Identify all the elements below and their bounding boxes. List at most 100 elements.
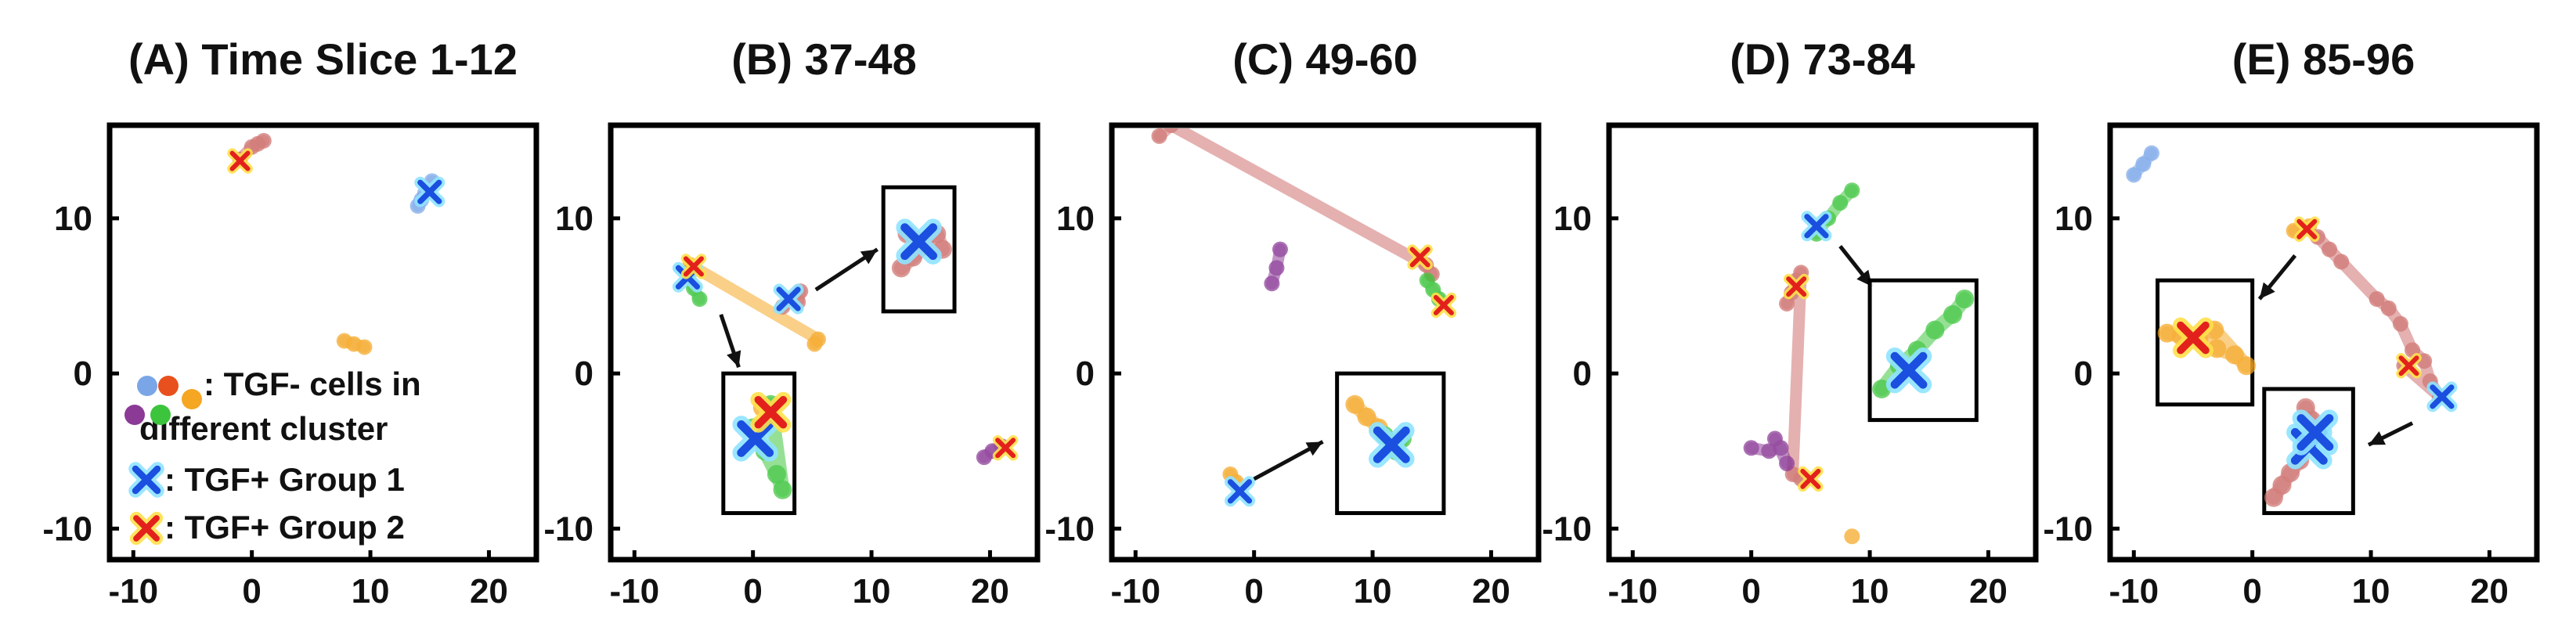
cluster-green-point-2 [691,291,708,307]
x-tick-label: 0 [2242,572,2261,611]
y-tick-label: 0 [74,355,92,393]
cluster-purple-point-2 [1272,241,1288,258]
cluster-red [1151,128,1440,283]
group2-marker [680,254,707,279]
y-tick-label: -10 [1044,510,1095,548]
cluster-purple-point-0 [1743,440,1759,456]
cluster-orange-point-2 [356,339,373,355]
plot-frame [2107,122,2540,563]
inset-cluster-green-point-5 [1955,290,1975,308]
legend-group1-icon-core [132,465,161,495]
group2-marker [992,435,1019,461]
cluster-green-point-3 [1844,182,1860,199]
legend-group1-icon [128,462,164,498]
cluster-red-point-3 [2369,291,2385,307]
cluster-red-point-0 [1151,128,1167,144]
zoom-inset [2156,254,2297,407]
cluster-blue-point-1 [2135,156,2152,172]
cluster-red-point-1 [1164,128,1178,133]
group2-marker [1798,466,1824,492]
legend-dot-orange [182,389,202,409]
group2-marker-core [1409,247,1431,268]
x-tick-label: 10 [2352,572,2390,611]
cluster-orange [336,333,373,355]
panel-d: (D) 73-84 -10 0 10 20 10 0 -10 [1542,34,2039,611]
plot-area [1151,128,1457,516]
cluster-red-point-1 [2322,241,2338,258]
cluster-blue-point-2 [2143,145,2159,161]
group1-marker [2426,381,2458,412]
cluster-red-point-4 [2380,300,2397,316]
inset-group1-marker-core [1890,351,1928,389]
group2-marker-core [683,256,704,277]
group1-marker [773,283,804,315]
cluster-red-point-5 [2392,315,2408,332]
cluster-orange [1844,528,1860,545]
y-tick-label: 10 [1056,200,1095,238]
panel-title: (D) 73-84 [1730,34,1915,84]
inset-group1-marker [2292,409,2339,456]
group2-marker [1783,273,1809,300]
group2-marker [2396,352,2422,379]
inset-cluster-orange-point-1 [1357,407,1376,427]
panel-a: (A) Time Slice 1-12 -10 0 10 20 10 0 -10 [42,34,539,611]
legend-group2-label: : TGF+ Group 2 [164,509,405,546]
legend-group2-icon-core [133,515,160,542]
cluster-purple-point-4 [1766,430,1783,447]
legend-group2-icon [129,511,164,546]
x-tick-label: -10 [2109,572,2159,611]
cluster-purple-point-1 [1761,443,1777,459]
plot-area [672,185,1019,516]
group2-marker-core [2398,355,2419,376]
group1-marker [414,176,446,207]
inset-group1-marker [896,218,942,265]
zoom-inset [1838,245,1979,423]
legend-line-2: different cluster [139,410,388,447]
cluster-red-trail [1153,128,1438,280]
inset-cluster-orange-point-5 [2237,356,2257,376]
plot-frame [608,122,1041,563]
y-tick-label: -10 [42,510,92,548]
group2-marker-core [2296,218,2318,240]
zoom-arrow-head [2259,282,2275,299]
x-tick-label: 20 [1472,572,1510,611]
inset-group2-marker-core [754,395,788,429]
panel-c: (C) 49-60 -10 0 10 20 10 0 -10 [1044,34,1542,611]
cluster-purple [1264,241,1288,292]
panel-title: (C) 49-60 [1232,34,1418,84]
y-tick-label: 10 [54,200,92,238]
cluster-orange-point-0 [1844,528,1860,545]
x-tick-label: 10 [1354,572,1392,611]
y-tick-label: 0 [2074,355,2093,393]
x-tick-label: -10 [108,572,158,611]
cluster-blue [2126,145,2159,183]
cluster-green-point-2 [1832,195,1849,211]
panel-b: (B) 37-48 -10 0 10 20 10 0 -10 [543,34,1041,611]
y-tick-label: 0 [1076,355,1095,393]
inset-group1-marker-core [2296,414,2334,451]
panel-title: (E) 85-96 [2232,34,2415,84]
group1-marker-core [1227,479,1253,504]
inset-group2-marker [2172,317,2213,358]
x-tick-label: 0 [1244,572,1263,611]
group1-marker-core [2430,384,2455,409]
group1-marker-core [776,286,801,312]
group1-marker-core [417,179,442,204]
x-tick-label: 20 [971,572,1009,611]
x-tick-label: -10 [1110,572,1160,611]
inset-cluster-green-point-3 [773,480,792,499]
inset-group2-marker-core [2177,321,2210,355]
inset-cluster-orange-point-4 [2224,345,2244,365]
plot-frame [1109,122,1542,563]
legend: : TGF- cells in different cluster : TGF+… [124,366,421,546]
cluster-purple-point-1 [1268,260,1285,276]
inset-cluster-orange-point-0 [1345,394,1365,414]
cluster-orange-point-2 [806,336,823,352]
x-tick-label: 0 [1741,572,1760,611]
group1-marker [1225,476,1255,507]
legend-group1-label: : TGF+ Group 1 [164,461,405,498]
y-tick-label: 10 [1553,200,1592,238]
y-tick-label: 0 [1573,355,1592,393]
